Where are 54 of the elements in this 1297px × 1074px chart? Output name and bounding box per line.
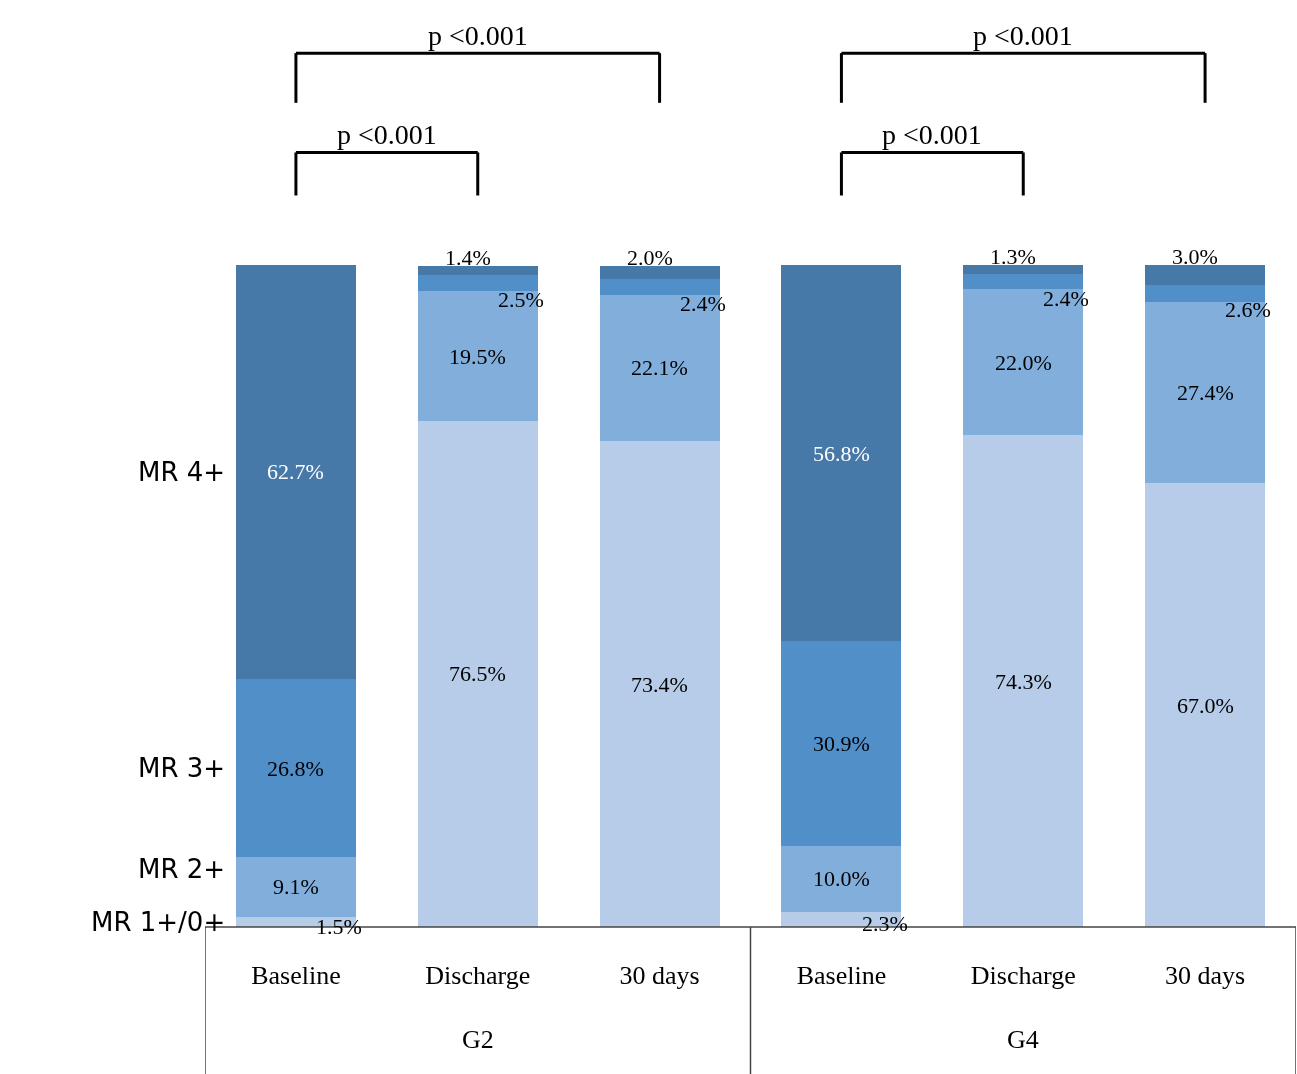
bar <box>963 435 1084 927</box>
text: p <0.001 <box>973 20 1073 51</box>
bar <box>781 265 902 642</box>
data-label: 2.0% <box>627 245 673 270</box>
bar <box>599 441 720 927</box>
data-label: 2.3% <box>862 911 908 936</box>
text: G4 <box>1007 1025 1039 1054</box>
bar <box>963 265 1084 274</box>
series-label: MR 4+ <box>138 457 226 487</box>
data-label: 26.8% <box>267 756 324 781</box>
x-tick-label: Baseline <box>796 961 887 990</box>
data-label: 1.4% <box>445 245 491 270</box>
data-label: 19.5% <box>449 344 506 369</box>
series-label: MR 2+ <box>138 854 226 884</box>
bar <box>1145 265 1266 285</box>
x-tick-label: Baseline <box>251 961 341 990</box>
data-label: 76.5% <box>449 661 506 686</box>
data-label: 74.3% <box>995 669 1052 694</box>
data-label: 22.0% <box>995 350 1052 375</box>
bar <box>235 679 356 857</box>
bar <box>235 856 356 918</box>
bar <box>599 265 720 279</box>
x-tick-label: Discharge <box>970 961 1076 990</box>
bar <box>417 274 538 292</box>
bar <box>1145 284 1266 303</box>
data-label: 67.0% <box>1177 693 1234 718</box>
text: p <0.001 <box>882 119 982 150</box>
data-label: 30.9% <box>813 731 870 756</box>
bar <box>417 420 538 927</box>
series-label: MR 1+/0+ <box>91 907 226 937</box>
bar <box>1145 483 1266 927</box>
text: G2 <box>462 1025 494 1054</box>
data-label: 27.4% <box>1177 380 1234 405</box>
series-label: MR 3+ <box>138 753 226 783</box>
data-label: 1.5% <box>316 914 362 939</box>
bar <box>599 278 720 295</box>
data-label: 56.8% <box>813 441 870 466</box>
x-tick-label: Discharge <box>425 961 531 990</box>
x-tick-label: 30 days <box>619 961 700 990</box>
bar <box>781 845 902 912</box>
data-label: 10.0% <box>813 866 870 891</box>
data-label: 1.3% <box>990 244 1036 269</box>
data-label: 73.4% <box>631 672 688 697</box>
bar <box>781 641 902 846</box>
text: p <0.001 <box>337 119 437 150</box>
data-label: 9.1% <box>273 874 319 899</box>
data-label: 22.1% <box>631 355 688 380</box>
data-label: 3.0% <box>1172 244 1218 269</box>
data-label: 62.7% <box>267 459 324 484</box>
bar <box>235 265 356 680</box>
bar <box>963 273 1084 290</box>
x-tick-label: 30 days <box>1164 961 1246 990</box>
bar <box>417 265 538 275</box>
text: p <0.001 <box>428 20 528 51</box>
